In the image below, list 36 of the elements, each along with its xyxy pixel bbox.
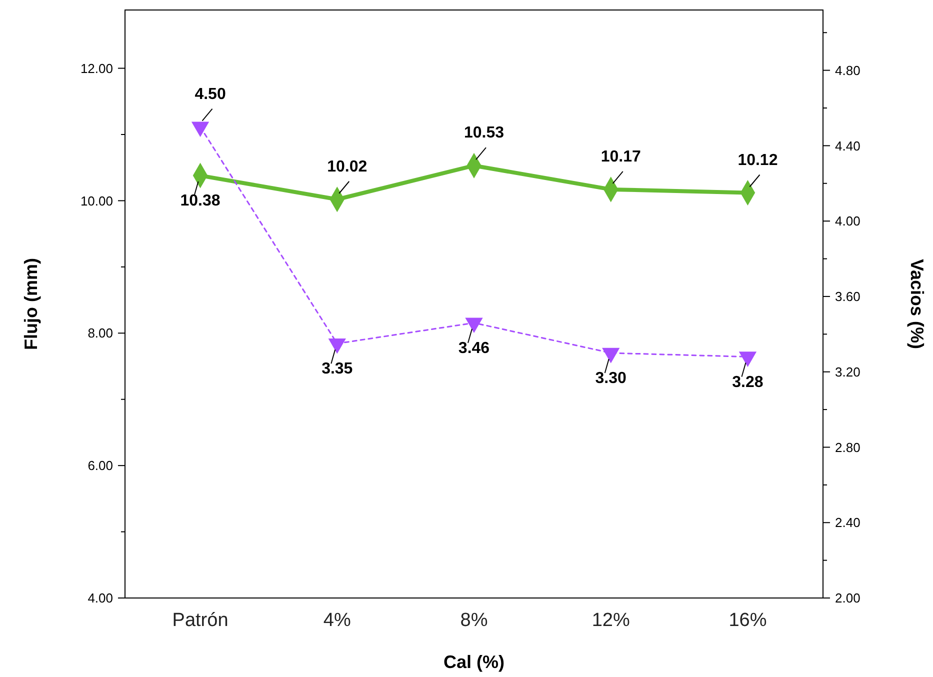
- data-label: 3.30: [595, 370, 627, 387]
- x-tick-label: Patrón: [172, 610, 228, 631]
- y2-axis-title: Vacios (%): [907, 258, 927, 350]
- data-label: 10.02: [327, 158, 368, 176]
- y2-tick-label: 2.80: [835, 440, 860, 455]
- y2-tick-label: 2.00: [835, 590, 860, 606]
- y-axis-title: Flujo (mm): [21, 258, 41, 350]
- x-tick-label: 12%: [592, 610, 630, 631]
- data-label: 10.12: [738, 152, 778, 169]
- y-tick-label: 12.00: [80, 60, 113, 76]
- data-label: 10.17: [600, 148, 641, 166]
- data-label: 3.35: [322, 360, 353, 378]
- x-tick-label: 16%: [728, 610, 767, 631]
- y2-tick-label: 2.40: [835, 515, 860, 530]
- point: [466, 318, 482, 333]
- data-label: 3.28: [732, 374, 764, 391]
- data-label: 4.50: [194, 86, 226, 103]
- point: [602, 348, 620, 363]
- y-tick-label: 6.00: [88, 458, 113, 474]
- x-tick-label: 4%: [323, 610, 351, 631]
- y2-tick-label: 4.40: [835, 138, 860, 154]
- y2-tick-label: 3.60: [835, 289, 860, 304]
- point: [192, 122, 209, 137]
- y-tick-label: 8.00: [88, 326, 113, 341]
- point: [739, 352, 756, 366]
- data-label: 10.53: [464, 124, 504, 142]
- y-tick-label: 4.00: [88, 590, 113, 606]
- data-label: 10.38: [180, 192, 220, 210]
- data-label: 3.46: [458, 340, 490, 357]
- y2-tick-label: 4.80: [835, 62, 860, 78]
- x-tick-label: 8%: [460, 610, 488, 631]
- y2-tick-label: 3.20: [835, 364, 860, 380]
- y-tick-label: 10.00: [80, 193, 113, 208]
- x-axis-title: Cal (%): [443, 652, 505, 672]
- y2-tick-label: 4.00: [835, 214, 860, 229]
- point: [328, 338, 346, 354]
